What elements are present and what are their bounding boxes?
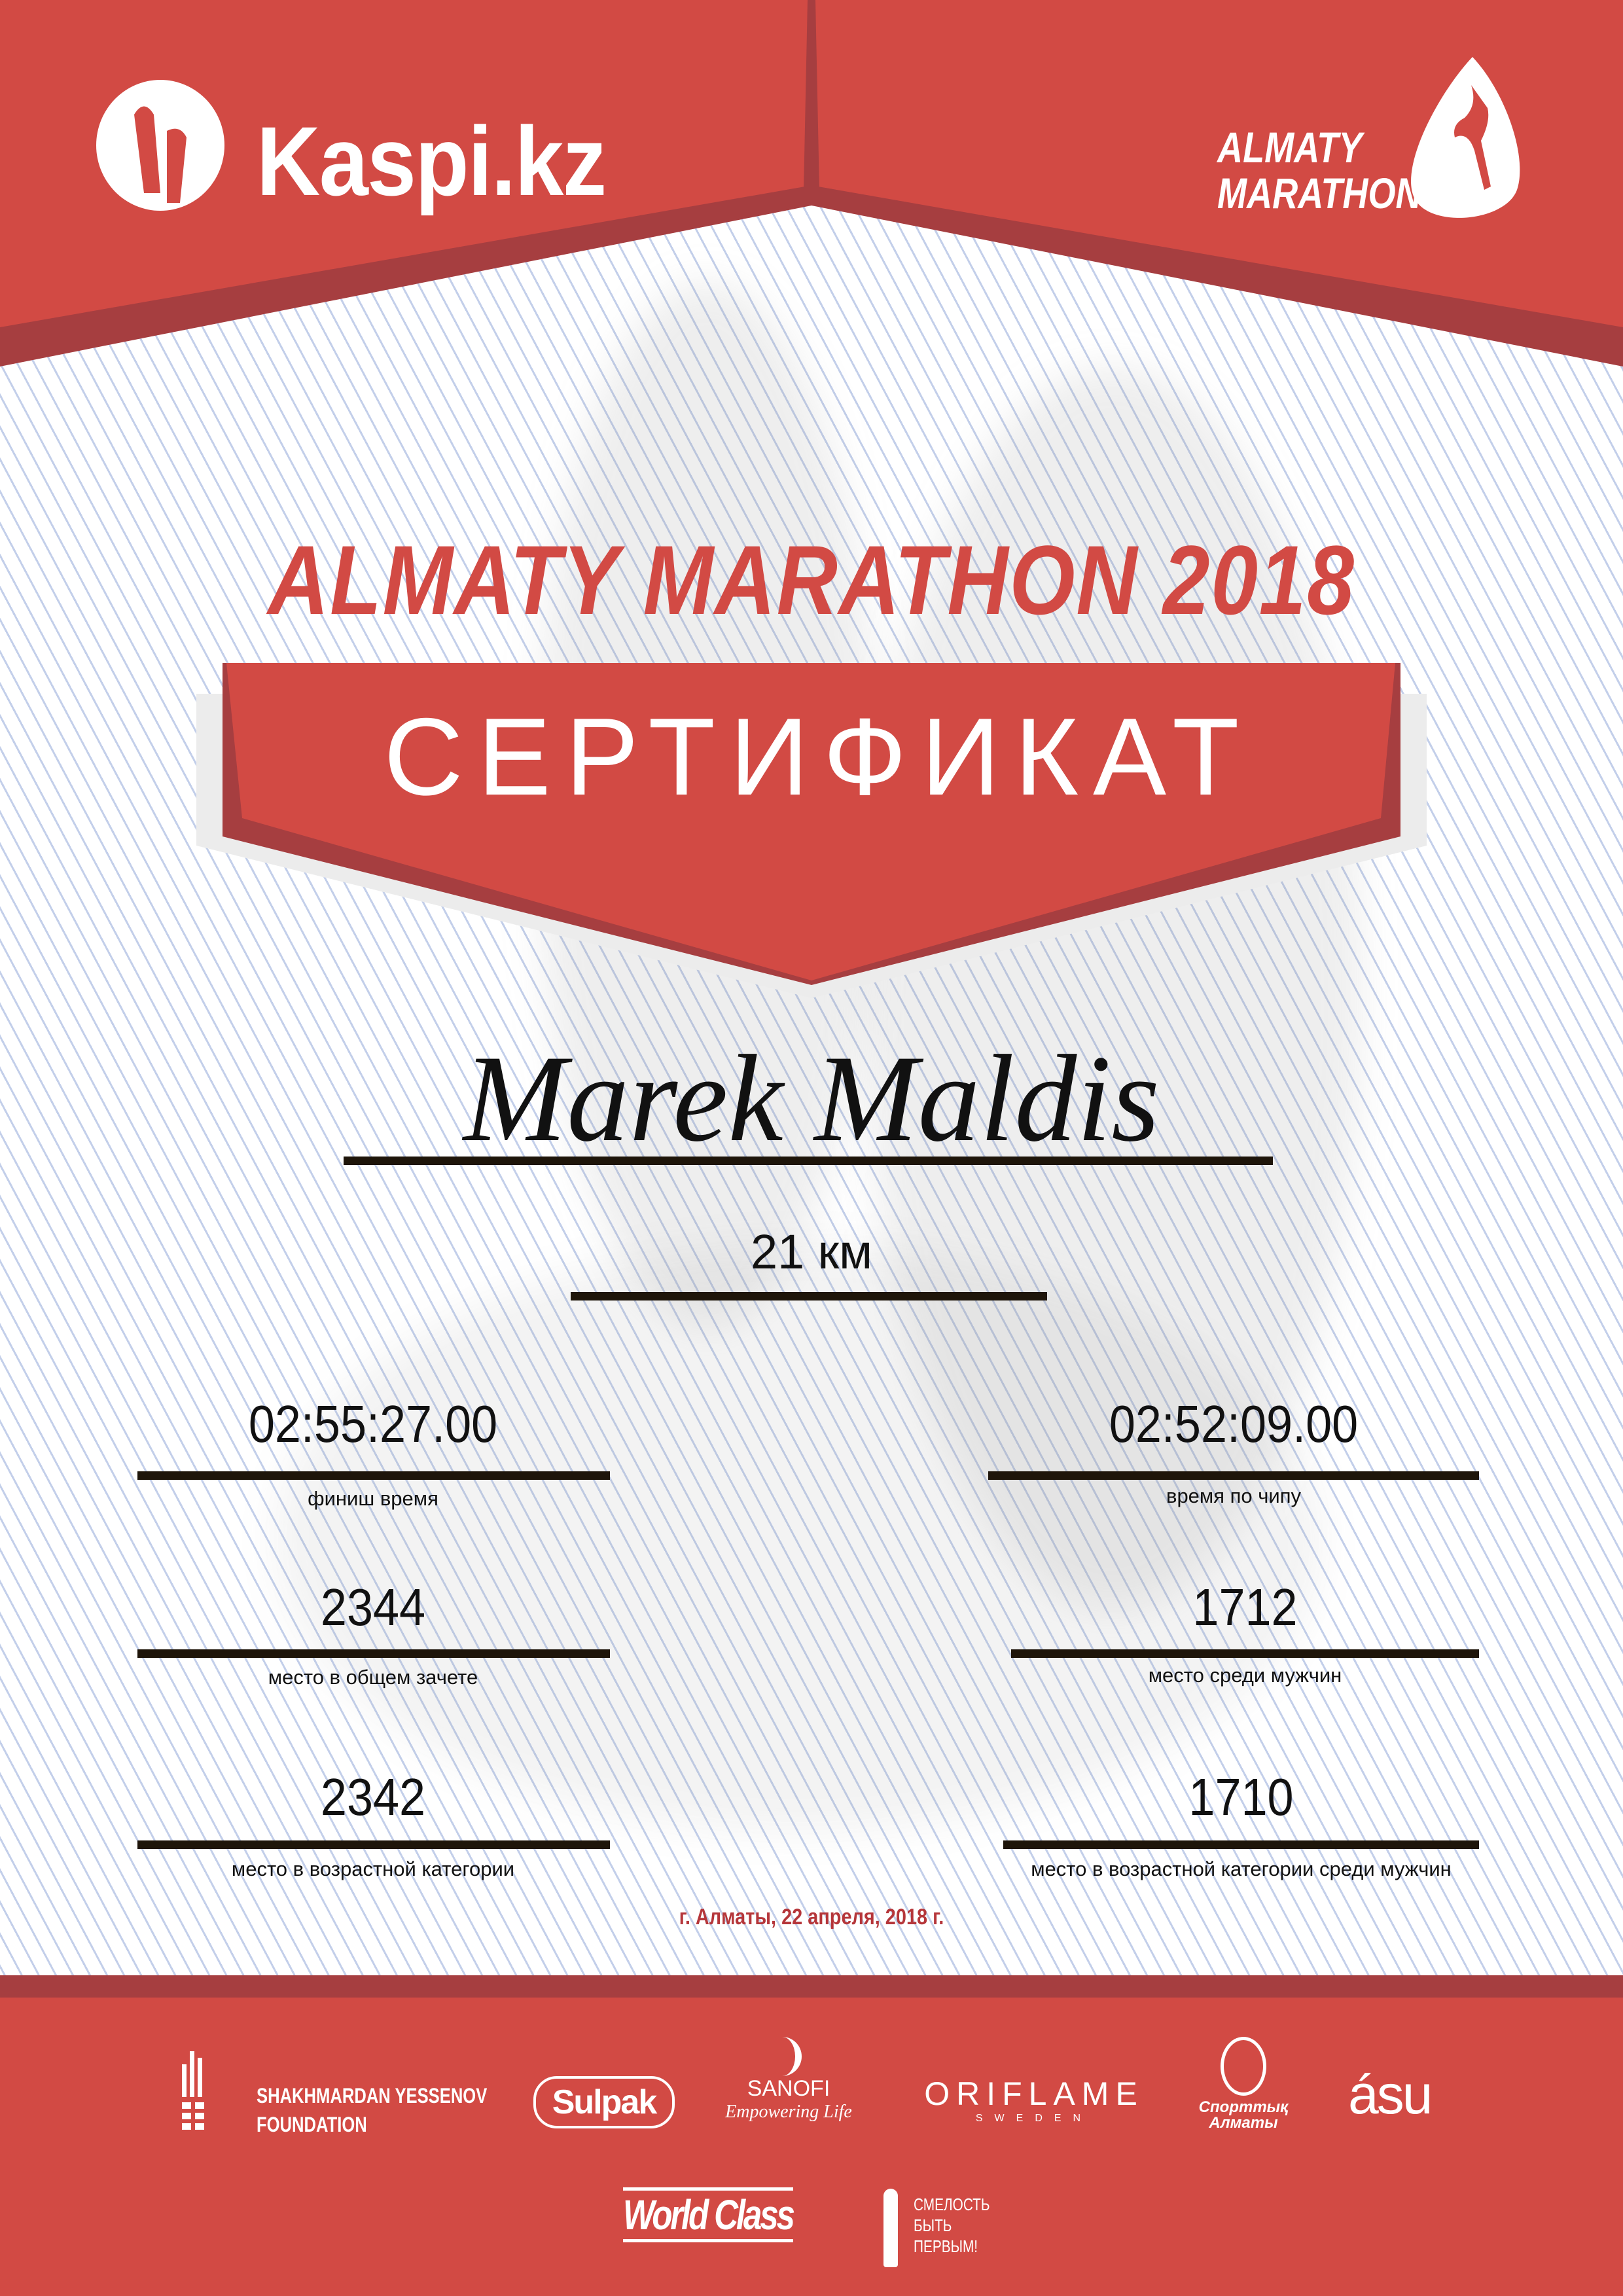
yessenov-line-1: SHAKHMARDAN YESSENOV (257, 2084, 488, 2108)
chip-time-value: 02:52:09.00 (1109, 1395, 1359, 1453)
sport-almaty-logo: Спорттық Алматы (1198, 2037, 1289, 2131)
courage-line-1: СМЕЛОСТЬ (914, 2195, 990, 2214)
sport-almaty-emblem-icon (1221, 2037, 1266, 2096)
overall-place-value: 2344 (320, 1578, 426, 1636)
logo-line-1: ALMATY (1217, 123, 1363, 171)
footer-band (0, 1975, 1623, 1998)
banner-red (226, 663, 1395, 980)
certificate-heading: СЕРТИФИКАТ (383, 695, 1254, 818)
sanofi-logo: SANOFI Empowering Life (723, 2037, 854, 2123)
chip-time-rule (988, 1471, 1479, 1480)
men-age-place-value: 1710 (1188, 1768, 1294, 1826)
oriflame-name: ORIFLAME (924, 2075, 1144, 2112)
overall-place-label: место в общем зачете (268, 1666, 478, 1689)
finish-time-value: 02:55:27.00 (248, 1395, 498, 1453)
courage-line-2: БЫТЬ (914, 2215, 952, 2235)
sanofi-swirl-icon (776, 2037, 802, 2076)
chip-time-label: время по чипу (1166, 1484, 1302, 1507)
runner-photo-woman (864, 367, 1361, 1610)
men-age-place-rule (1003, 1840, 1479, 1849)
distance-underline (571, 1292, 1047, 1300)
kaspi-logo-text: Kaspi.kz (257, 106, 607, 216)
age-place-value: 2342 (320, 1768, 426, 1826)
asu-logo: ásu (1348, 2064, 1433, 2125)
men-place-rule (1011, 1649, 1479, 1658)
yessenov-line-2: FOUNDATION (257, 2113, 367, 2136)
men-place-label: место среди мужчин (1148, 1664, 1342, 1687)
courage-figure-icon (883, 2189, 898, 2267)
sanofi-name: SANOFI (747, 2076, 830, 2101)
sulpak-logo: Sulpak (533, 2076, 675, 2128)
place-date: г. Алматы, 22 апреля, 2018 г. (679, 1905, 944, 1929)
sanofi-tagline: Empowering Life (725, 2102, 852, 2122)
courage-text: СМЕЛОСТЬ БЫТЬ ПЕРВЫМ! (914, 2194, 990, 2257)
oriflame-logo: ORIFLAME SWEDEN (923, 2075, 1145, 2125)
header-center-crease (804, 0, 819, 190)
runner-photo-legs (275, 1244, 1322, 1833)
yessenov-text: SHAKHMARDAN YESSENOV FOUNDATION (257, 2081, 487, 2139)
age-place-rule (137, 1840, 610, 1849)
yessenov-bars-icon (182, 2051, 204, 2130)
almaty-marathon-drop-icon (1411, 57, 1520, 218)
men-place-value: 1712 (1192, 1578, 1298, 1636)
sponsors-footer: SHAKHMARDAN YESSENOV FOUNDATION Sulpak S… (0, 1998, 1623, 2296)
courage-line-3: ПЕРВЫМ! (914, 2236, 978, 2256)
distance: 21 км (750, 1225, 873, 1279)
yessenov-logo (182, 2051, 221, 2133)
participant-name: Marek Maldis (463, 1030, 1160, 1168)
sport-almaty-line-2: Алматы (1209, 2114, 1278, 2132)
almaty-marathon-logo: ALMATY MARATHON (1217, 124, 1421, 216)
event-title: ALMATY MARATHON 2018 (268, 525, 1355, 635)
men-age-place-label: место в возрастной категории среди мужчи… (1031, 1857, 1452, 1880)
worldclass-logo: World Class (623, 2187, 795, 2242)
logo-line-2: MARATHON (1217, 169, 1421, 217)
age-place-label: место в возрастной категории (231, 1857, 515, 1880)
name-underline (344, 1157, 1273, 1165)
overall-place-rule (137, 1649, 610, 1658)
kaspi-logo-icon (96, 80, 224, 211)
sport-almaty-line-1: Спорттық (1198, 2098, 1289, 2116)
finish-time-label: финиш время (308, 1487, 438, 1510)
oriflame-sub: SWEDEN (975, 2113, 1093, 2124)
finish-time-rule (137, 1471, 610, 1480)
